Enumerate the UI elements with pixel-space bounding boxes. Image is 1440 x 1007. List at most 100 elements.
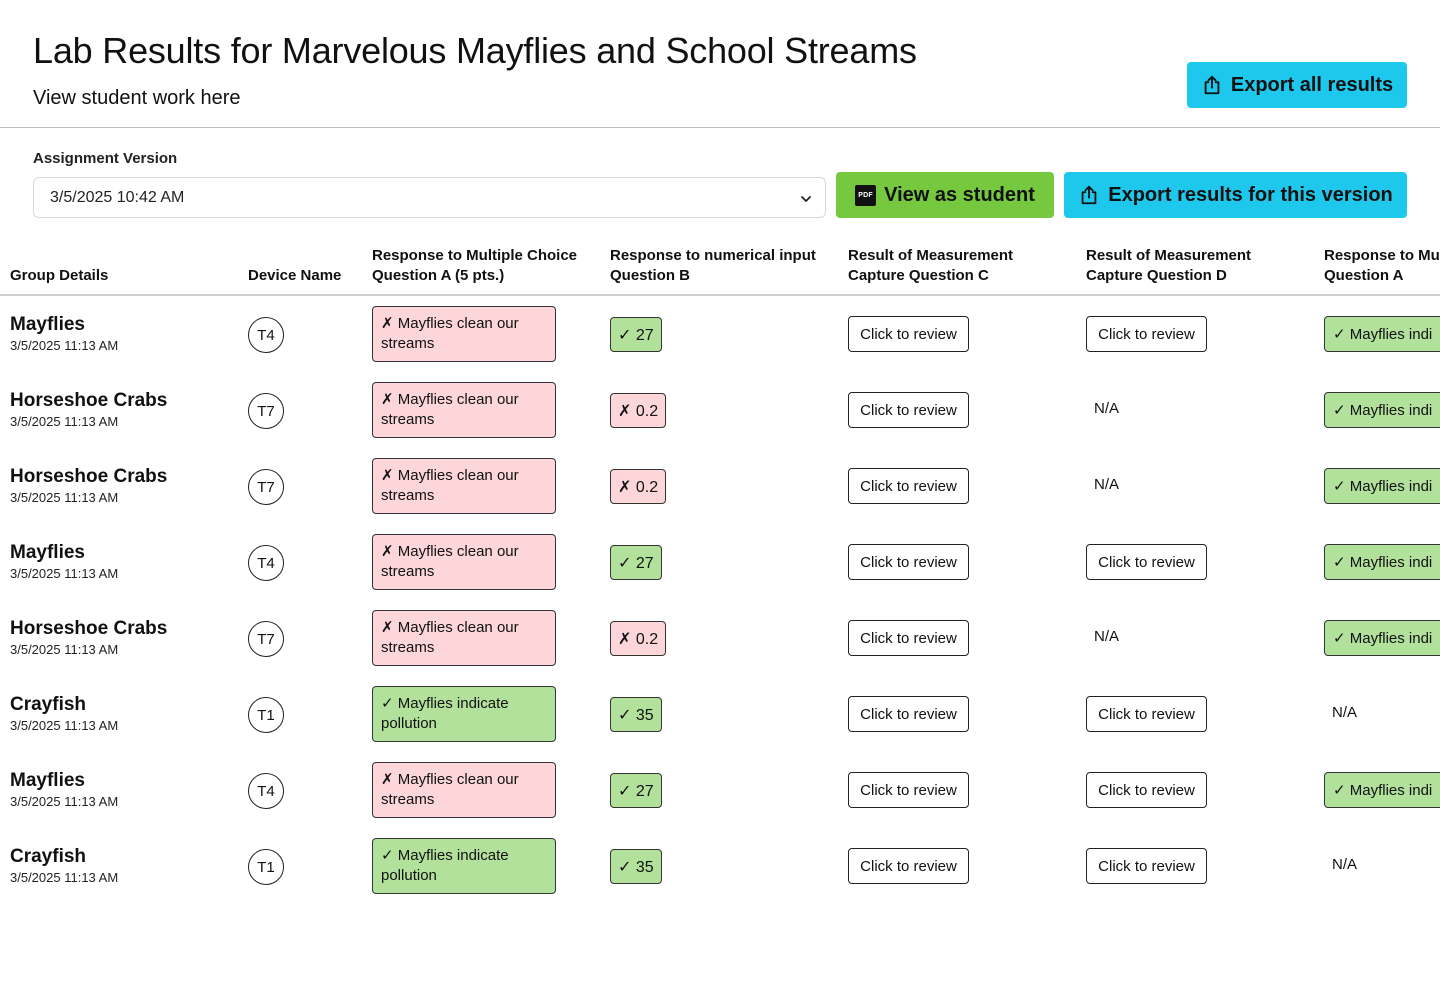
submission-time: 3/5/2025 11:13 AM — [10, 642, 119, 657]
submission-time: 3/5/2025 11:13 AM — [10, 870, 119, 885]
numerical-answer: ✓ 27 — [610, 773, 662, 808]
device-badge: T4 — [248, 317, 284, 353]
pdf-icon: PDF — [855, 184, 877, 206]
column-header-question-d: Result of Measurement Capture Question D — [1086, 246, 1251, 286]
table-row: Mayflies 3/5/2025 11:13 AM T4 ✗ Mayflies cl… — [0, 296, 1440, 372]
column-header-device: Device Name — [248, 267, 342, 284]
submission-time: 3/5/2025 11:13 AM — [10, 718, 119, 733]
numerical-answer: ✗ 0.2 — [610, 393, 667, 428]
column-header-question-e-line1: Response to Mu — [1324, 247, 1440, 264]
multiple-choice-answer: ✗ Mayflies clean our streams — [372, 306, 556, 362]
column-header-group: Group Details — [10, 267, 109, 284]
question-e-answer: ✓ Mayflies indi — [1324, 468, 1440, 504]
table-row: Crayfish 3/5/2025 11:13 AM T1 ✓ Mayflies in… — [0, 828, 1440, 904]
device-badge: T1 — [248, 849, 284, 885]
submission-time: 3/5/2025 11:13 AM — [10, 490, 119, 505]
export-version-results-button[interactable]: Export results for this version — [1064, 172, 1407, 218]
assignment-version-label: Assignment Version — [33, 150, 178, 167]
table-row: Mayflies 3/5/2025 11:13 AM T4 ✗ Mayflies cl… — [0, 524, 1440, 600]
table-row: Horseshoe Crabs 3/5/2025 11:13 AM T7 ✗ Mayf… — [0, 372, 1440, 448]
column-header-question-e: Response to Mu Question A — [1324, 246, 1440, 286]
column-header-question-a-line1: Response to Multiple Choice — [372, 247, 578, 264]
question-e-na: N/A — [1332, 856, 1358, 873]
group-name: Horseshoe Crabs — [10, 390, 168, 411]
column-header-question-a: Response to Multiple Choice Question A (… — [372, 246, 577, 286]
page-title: Lab Results for Marvelous Mayflies and S… — [33, 30, 917, 71]
group-name: Mayflies — [10, 770, 85, 791]
question-e-answer: ✓ Mayflies indi — [1324, 544, 1440, 580]
question-c-review-button[interactable]: Click to review — [848, 392, 969, 428]
share-upload-icon — [1204, 75, 1220, 95]
question-c-review-button[interactable]: Click to review — [848, 316, 969, 352]
device-badge: T4 — [248, 545, 284, 581]
table-row: Horseshoe Crabs 3/5/2025 11:13 AM T7 ✗ Mayf… — [0, 600, 1440, 676]
table-row: Mayflies 3/5/2025 11:13 AM T4 ✗ Mayflies cl… — [0, 752, 1440, 828]
table-row: Horseshoe Crabs 3/5/2025 11:13 AM T7 ✗ Mayf… — [0, 448, 1440, 524]
question-d-review-button[interactable]: Click to review — [1086, 696, 1207, 732]
device-badge: T4 — [248, 773, 284, 809]
question-d-review-button[interactable]: Click to review — [1086, 316, 1207, 352]
multiple-choice-answer: ✗ Mayflies clean our streams — [372, 458, 556, 514]
question-c-review-button[interactable]: Click to review — [848, 696, 969, 732]
question-c-review-button[interactable]: Click to review — [848, 848, 969, 884]
numerical-answer: ✗ 0.2 — [610, 469, 667, 504]
question-e-answer: ✓ Mayflies indi — [1324, 772, 1440, 808]
question-c-review-button[interactable]: Click to review — [848, 468, 969, 504]
multiple-choice-answer: ✗ Mayflies clean our streams — [372, 610, 556, 666]
column-header-question-a-line2: Question A (5 pts.) — [372, 267, 505, 284]
table-row: Crayfish 3/5/2025 11:13 AM T1 ✓ Mayflies in… — [0, 676, 1440, 752]
question-c-review-button[interactable]: Click to review — [848, 620, 969, 656]
device-badge: T7 — [248, 621, 284, 657]
multiple-choice-answer: ✓ Mayflies indicate pollution — [372, 686, 556, 742]
column-header-question-b-line2: Question B — [610, 267, 691, 284]
group-name: Crayfish — [10, 846, 87, 867]
chevron-down-icon — [801, 196, 811, 202]
export-all-results-button[interactable]: Export all results — [1187, 62, 1407, 108]
question-d-review-button[interactable]: Click to review — [1086, 544, 1207, 580]
question-d-na: N/A — [1094, 400, 1120, 417]
question-c-review-button[interactable]: Click to review — [848, 772, 969, 808]
group-name: Crayfish — [10, 694, 87, 715]
group-name: Mayflies — [10, 314, 85, 335]
view-as-student-label: View as student — [884, 183, 1035, 206]
assignment-version-select[interactable]: 3/5/2025 10:42 AM — [33, 177, 826, 218]
question-d-na: N/A — [1094, 628, 1120, 645]
view-as-student-button[interactable]: PDF View as student — [836, 172, 1054, 218]
device-badge: T1 — [248, 697, 284, 733]
page-subtitle: View student work here — [33, 87, 241, 109]
device-badge: T7 — [248, 393, 284, 429]
column-header-question-b-line1: Response to numerical input — [610, 247, 816, 264]
multiple-choice-answer: ✓ Mayflies indicate pollution — [372, 838, 556, 894]
column-header-question-c-line2: Capture Question C — [848, 267, 989, 284]
submission-time: 3/5/2025 11:13 AM — [10, 414, 119, 429]
submission-time: 3/5/2025 11:13 AM — [10, 338, 119, 353]
column-header-question-d-line1: Result of Measurement — [1086, 247, 1252, 264]
column-header-question-e-line2: Question A — [1324, 267, 1404, 284]
export-version-results-label: Export results for this version — [1108, 183, 1393, 206]
group-name: Mayflies — [10, 542, 85, 563]
submission-time: 3/5/2025 11:13 AM — [10, 566, 119, 581]
export-all-results-label: Export all results — [1230, 73, 1394, 96]
column-header-question-b: Response to numerical input Question B — [610, 246, 816, 286]
page-header: Lab Results for Marvelous Mayflies and S… — [0, 0, 1440, 128]
multiple-choice-answer: ✗ Mayflies clean our streams — [372, 762, 556, 818]
group-name: Horseshoe Crabs — [10, 618, 168, 639]
numerical-answer: ✗ 0.2 — [610, 621, 667, 656]
table-header-divider — [0, 294, 1440, 296]
question-d-review-button[interactable]: Click to review — [1086, 848, 1207, 884]
question-d-review-button[interactable]: Click to review — [1086, 772, 1207, 808]
column-header-question-c: Result of Measurement Capture Question C — [848, 246, 1013, 286]
numerical-answer: ✓ 35 — [610, 697, 662, 732]
numerical-answer: ✓ 35 — [610, 849, 662, 884]
question-e-answer: ✓ Mayflies indi — [1324, 316, 1440, 352]
numerical-answer: ✓ 27 — [610, 317, 662, 352]
multiple-choice-answer: ✗ Mayflies clean our streams — [372, 382, 556, 438]
question-c-review-button[interactable]: Click to review — [848, 544, 969, 580]
question-d-na: N/A — [1094, 476, 1120, 493]
multiple-choice-answer: ✗ Mayflies clean our streams — [372, 534, 556, 590]
group-name: Horseshoe Crabs — [10, 466, 168, 487]
column-header-question-c-line1: Result of Measurement — [848, 247, 1014, 264]
device-badge: T7 — [248, 469, 284, 505]
numerical-answer: ✓ 27 — [610, 545, 662, 580]
assignment-version-value: 3/5/2025 10:42 AM — [50, 188, 185, 206]
